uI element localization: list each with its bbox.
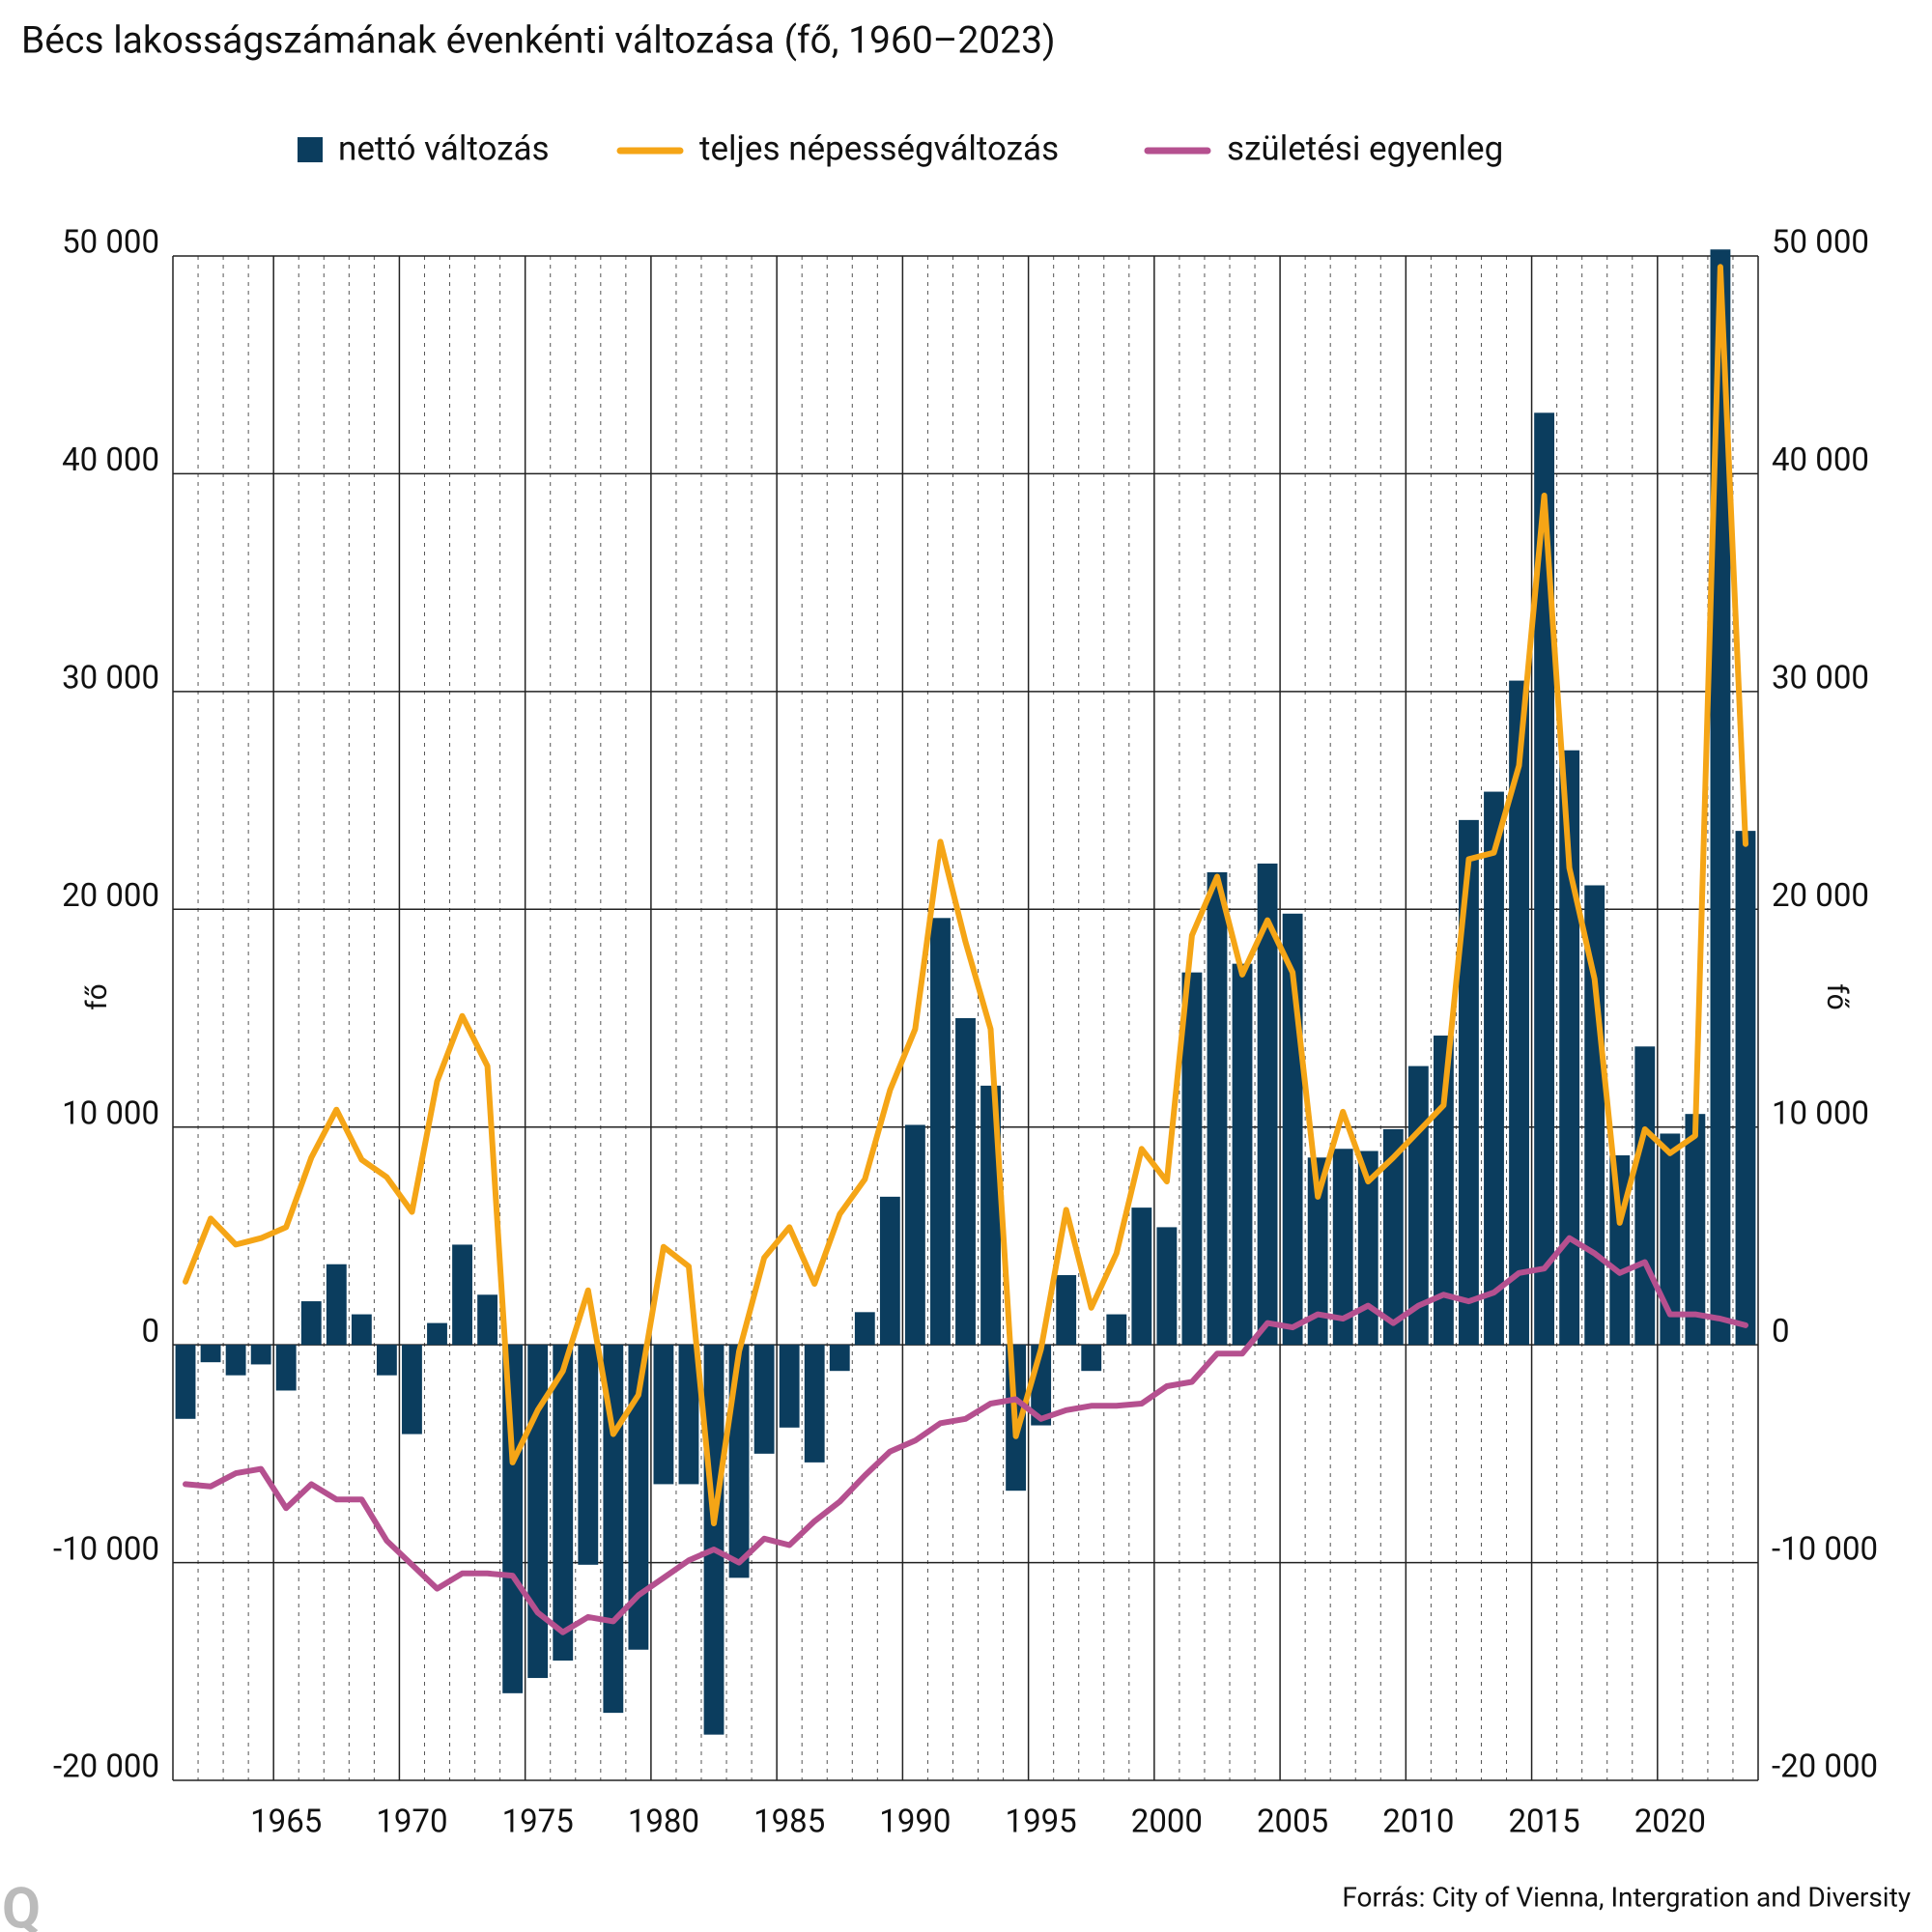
line bbox=[183, 264, 1748, 1526]
source: Forrás: City of Vienna, Intergration and… bbox=[1342, 1881, 1911, 1913]
x-tick-label: 1995 bbox=[1006, 1804, 1077, 1841]
bar bbox=[854, 1312, 875, 1346]
y2-tick-label: 20 000 bbox=[1772, 877, 1869, 915]
y-tick-label: 50 000 bbox=[62, 224, 159, 262]
bar bbox=[1257, 863, 1278, 1346]
bar bbox=[829, 1345, 850, 1372]
line bbox=[183, 1235, 1748, 1635]
x-tick-label: 1990 bbox=[879, 1804, 951, 1841]
x-tick-label: 2020 bbox=[1634, 1804, 1706, 1841]
bar bbox=[402, 1345, 422, 1435]
y2-tick-label: -10 000 bbox=[1772, 1530, 1878, 1568]
bar bbox=[578, 1345, 599, 1565]
bar bbox=[879, 1196, 900, 1346]
bar bbox=[779, 1345, 800, 1428]
bar bbox=[1307, 1157, 1328, 1346]
bar bbox=[653, 1345, 674, 1485]
bar bbox=[1081, 1345, 1102, 1372]
bar bbox=[1156, 1227, 1178, 1346]
bar bbox=[1459, 819, 1479, 1346]
bar bbox=[678, 1345, 699, 1485]
x-tick-label: 2000 bbox=[1131, 1804, 1203, 1841]
bar bbox=[753, 1345, 775, 1454]
bar bbox=[275, 1345, 297, 1391]
bar bbox=[225, 1345, 246, 1376]
bar bbox=[1735, 831, 1756, 1346]
x-tick-label: 1965 bbox=[250, 1804, 322, 1841]
bar bbox=[477, 1294, 498, 1346]
bar bbox=[1181, 972, 1203, 1346]
bar bbox=[1382, 1128, 1404, 1346]
bar bbox=[904, 1124, 925, 1346]
y-tick-label: -10 000 bbox=[53, 1530, 159, 1568]
bar bbox=[452, 1244, 472, 1346]
y-tick-label: 40 000 bbox=[62, 441, 159, 479]
bar bbox=[351, 1314, 372, 1346]
bar bbox=[1660, 1133, 1681, 1346]
bar bbox=[1609, 1155, 1631, 1346]
bar bbox=[502, 1345, 524, 1693]
y-tick-label: 30 000 bbox=[62, 660, 159, 697]
bar bbox=[1534, 412, 1555, 1346]
y-tick-label: 20 000 bbox=[62, 877, 159, 915]
bar bbox=[1232, 963, 1253, 1346]
x-tick-label: 2015 bbox=[1509, 1804, 1580, 1841]
legend-label: teljes népességváltozás bbox=[699, 128, 1059, 168]
x-tick-label: 1980 bbox=[628, 1804, 699, 1841]
bar bbox=[1634, 1046, 1656, 1346]
y-tick-label: 0 bbox=[141, 1313, 159, 1350]
y2-tick-label: 40 000 bbox=[1772, 441, 1869, 479]
bar bbox=[804, 1345, 825, 1463]
bar bbox=[1484, 791, 1504, 1346]
y-tick-label: 10 000 bbox=[62, 1094, 159, 1132]
bar bbox=[930, 918, 951, 1346]
y2-tick-label: -20 000 bbox=[1772, 1748, 1878, 1786]
bar bbox=[1685, 1114, 1706, 1346]
legend-swatch bbox=[298, 137, 323, 162]
y2-tick-label: 10 000 bbox=[1772, 1094, 1869, 1132]
x-tick-label: 2010 bbox=[1382, 1804, 1454, 1841]
x-tick-label: 1985 bbox=[753, 1804, 825, 1841]
bar bbox=[427, 1322, 447, 1346]
bar bbox=[1332, 1149, 1353, 1346]
bar bbox=[628, 1345, 649, 1650]
bar bbox=[200, 1345, 221, 1363]
y-axis-label: fő bbox=[80, 983, 114, 1010]
y2-tick-label: 0 bbox=[1772, 1313, 1790, 1350]
x-tick-label: 2005 bbox=[1257, 1804, 1328, 1841]
bar bbox=[1207, 871, 1228, 1346]
bar bbox=[250, 1345, 271, 1365]
bar bbox=[1106, 1314, 1127, 1346]
legend-label: születési egyenleg bbox=[1227, 128, 1503, 168]
y-tick-label: -20 000 bbox=[53, 1748, 159, 1786]
y2-tick-label: 50 000 bbox=[1772, 224, 1869, 262]
bar bbox=[1056, 1275, 1077, 1346]
bar bbox=[955, 1018, 976, 1346]
bar bbox=[376, 1345, 397, 1376]
bar bbox=[1131, 1208, 1152, 1346]
x-tick-label: 1975 bbox=[502, 1804, 574, 1841]
bar bbox=[527, 1345, 549, 1679]
bar bbox=[703, 1345, 724, 1735]
bar bbox=[553, 1345, 574, 1662]
bar bbox=[1357, 1151, 1378, 1346]
y2-axis-label: fő bbox=[1820, 983, 1854, 1010]
legend-label: nettó változás bbox=[338, 128, 550, 168]
x-tick-label: 1970 bbox=[376, 1804, 447, 1841]
bar bbox=[300, 1301, 322, 1346]
logo: Q bbox=[2, 1876, 41, 1932]
y2-tick-label: 30 000 bbox=[1772, 660, 1869, 697]
bar bbox=[1509, 680, 1529, 1346]
bar bbox=[175, 1345, 196, 1419]
bar bbox=[326, 1264, 347, 1346]
chart-title: Bécs lakosságszámának évenkénti változás… bbox=[21, 17, 1056, 62]
